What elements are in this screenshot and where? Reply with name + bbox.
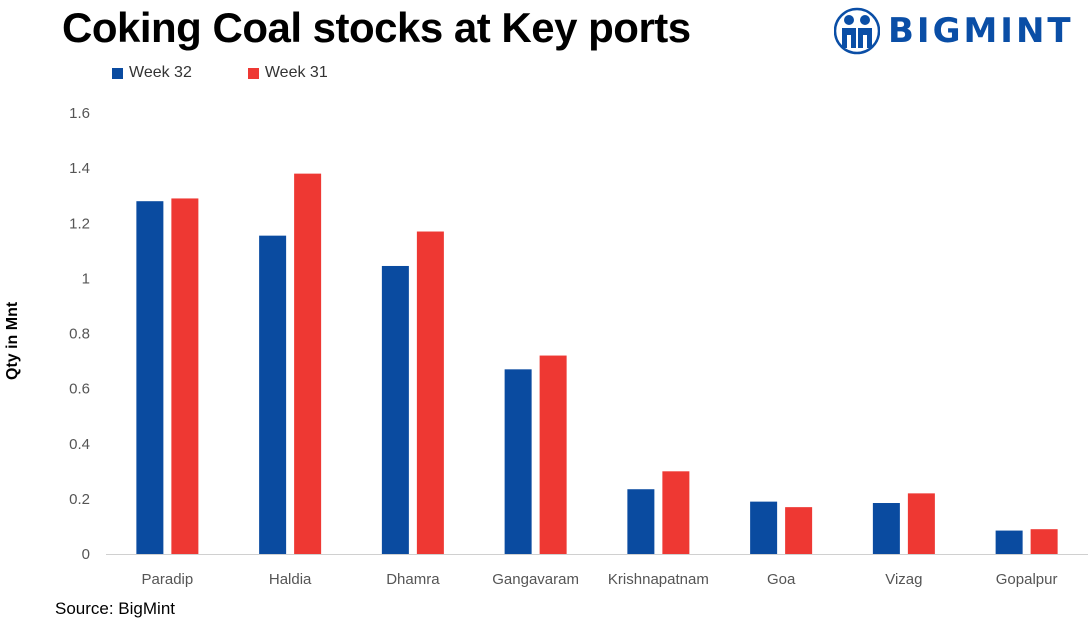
legend-label-week-31: Week 31 [264,64,328,81]
y-tick-label: 1.4 [69,160,90,177]
source-note: Source: BigMint [55,599,175,618]
x-tick-label: Haldia [269,571,312,588]
bar-paradip-week-32 [136,201,164,554]
x-tick-label: Gopalpur [996,571,1058,588]
bar-goa-week-32 [750,501,778,554]
bar-krishnapatnam-week-32 [627,489,655,554]
legend-item-week-31: Week 31 [247,64,328,82]
chart-title: Coking Coal stocks at Key ports [62,4,691,51]
y-tick-label: 0.8 [69,326,90,343]
y-tick-label: 1 [82,270,90,287]
x-tick-label: Gangavaram [492,571,579,588]
bar-gopalpur-week-32 [995,530,1023,554]
y-tick-label: 0.6 [69,381,90,398]
bigmint-logo-icon [834,7,880,55]
y-tick-label: 0 [82,546,90,563]
legend-label-week-32: Week 32 [129,64,192,81]
bar-haldia-week-31 [294,173,322,554]
brand-name: BIGMINT [888,11,1074,51]
bar-haldia-week-32 [259,235,287,554]
x-tick-label: Vizag [885,571,922,588]
legend-swatch-week-31 [247,67,259,79]
brand-logo: BIGMINT [834,6,1074,56]
legend-item-week-32: Week 32 [112,64,192,82]
y-tick-label: 0.2 [69,491,90,508]
legend: Week 32 Week 31 [112,64,384,82]
x-tick-label: Krishnapatnam [608,571,709,588]
y-tick-label: 1.2 [69,215,90,232]
bar-vizag-week-31 [907,493,935,554]
bar-dhamra-week-32 [381,265,409,554]
bar-gangavaram-week-31 [539,355,567,554]
bar-gopalpur-week-31 [1030,529,1058,554]
bar-gangavaram-week-32 [504,369,532,554]
x-tick-label: Dhamra [386,571,440,588]
bar-vizag-week-32 [872,503,900,554]
x-tick-label: Goa [767,571,796,588]
bar-paradip-week-31 [171,198,199,554]
bar-krishnapatnam-week-31 [662,471,690,554]
bar-goa-week-31 [785,507,813,554]
x-tick-label: Paradip [142,571,194,588]
y-tick-label: 1.6 [69,105,90,122]
legend-swatch-week-32 [112,67,123,79]
bar-dhamra-week-31 [416,231,444,555]
y-tick-label: 0.4 [69,436,90,453]
